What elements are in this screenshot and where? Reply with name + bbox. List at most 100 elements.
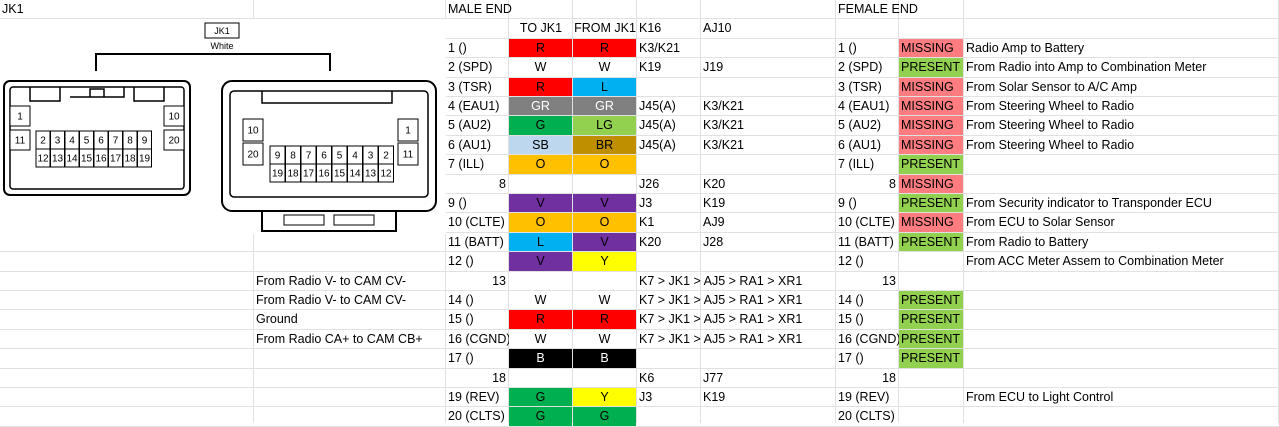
connector-pin-label: 8	[290, 151, 296, 162]
male-ref-a: J3	[639, 196, 653, 210]
male-ref-a: K1	[639, 215, 655, 229]
connector-pin-label: 7	[113, 136, 119, 147]
grid-row-line	[0, 309, 1279, 310]
left-note: From Radio CA+ to CAM CB+	[256, 332, 423, 346]
female-pin: 16 (CGND)	[838, 332, 901, 346]
left-note: From Radio V- to CAM CV-	[256, 274, 407, 288]
connector-pin-label: 1	[17, 112, 23, 123]
female-desc: From Radio to Battery	[966, 235, 1089, 249]
connector-pin-label: 16	[95, 154, 107, 165]
connector-pin-label: 9	[142, 136, 148, 147]
male-pin: 5 (AU2)	[448, 118, 492, 132]
grid-row-line	[0, 290, 1279, 291]
male-ref-a: K6	[639, 371, 655, 385]
wire-to: W	[509, 330, 572, 348]
jk1-title: JK1	[2, 2, 24, 16]
grid-col-line	[508, 0, 509, 423]
male-ref-a: K3/K21	[639, 41, 681, 55]
male-pin: 12 ()	[448, 254, 474, 268]
male-pin: 17 ()	[448, 351, 474, 365]
connector-color: White	[210, 41, 233, 51]
wire-from: R	[573, 310, 636, 329]
wire-to: G	[509, 388, 572, 406]
wire-to: O	[509, 155, 572, 174]
male-pin: 11 (BATT)	[448, 235, 504, 249]
female-desc: From Steering Wheel to Radio	[966, 118, 1135, 132]
connector-pin-label: 2	[383, 151, 389, 162]
wire-to: R	[509, 78, 572, 96]
status-badge: MISSING	[899, 175, 963, 193]
male-title: MALE END	[448, 2, 512, 16]
grid-row-line	[0, 212, 1279, 213]
wire-from: W	[573, 58, 636, 77]
status-badge: PRESENT	[899, 310, 963, 329]
female-pin: 19 (REV)	[838, 390, 890, 404]
grid-col-line	[636, 0, 637, 423]
male-ref-b: K3/K21	[703, 138, 745, 152]
male-ref-a: K20	[639, 235, 662, 249]
male-ref-a: J45(A)	[639, 138, 676, 152]
wire-from: V	[573, 233, 636, 251]
female-pin: 9 ()	[838, 196, 857, 210]
male-ref-b: J28	[703, 235, 724, 249]
connector-pin-label: 12	[37, 154, 49, 165]
male-ref-a: K7 > JK1 > AJ5 > RA1 > XR1	[639, 312, 803, 326]
wire-from: G	[573, 407, 636, 426]
connector-pin-label: 17	[303, 169, 315, 180]
connector-name: JK1	[214, 26, 230, 36]
connector-pin-label: 19	[272, 169, 284, 180]
connector-pin	[397, 118, 419, 142]
male-pin: 15 ()	[448, 312, 474, 326]
female-pin: 12 ()	[838, 254, 864, 268]
wire-to: R	[509, 39, 572, 57]
connector-pin-label: 7	[306, 151, 312, 162]
female-pin: 11 (BATT)	[838, 235, 894, 249]
connector-pin	[242, 142, 264, 166]
female-title: FEMALE END	[838, 2, 918, 16]
male-ref-a: K7 > JK1 > AJ5 > RA1 > XR1	[639, 274, 803, 288]
left-note: From Radio V- to CAM CV-	[256, 293, 407, 307]
female-pin: 13	[882, 274, 896, 288]
connector-pin-label: 3	[368, 151, 374, 162]
connector-pin-label: 16	[318, 169, 330, 180]
wire-to: R	[509, 310, 572, 329]
connector-pin	[9, 129, 31, 151]
status-badge: MISSING	[899, 136, 963, 154]
connector-pin-label: 4	[352, 151, 358, 162]
grid-row-line	[0, 115, 1279, 116]
female-desc: From Steering Wheel to Radio	[966, 99, 1135, 113]
female-desc: From Security indicator to Transponder E…	[966, 196, 1212, 210]
male-pin: 20 (CLTS)	[448, 409, 505, 423]
connector-pin-label: 15	[334, 169, 346, 180]
male-pin: 16 (CGND)	[448, 332, 511, 346]
wire-from: B	[573, 349, 636, 368]
connector-pin	[378, 163, 394, 183]
connector-pin-label: 12	[380, 169, 392, 180]
connector-bracket	[95, 53, 331, 71]
connector-pin-label: 20	[247, 150, 259, 161]
connector-pin-label: 18	[124, 154, 136, 165]
female-pin: 3 (TSR)	[838, 80, 882, 94]
grid-row-line	[0, 348, 1279, 349]
status-badge: PRESENT	[899, 291, 963, 309]
wire-from: BR	[573, 136, 636, 154]
grid-row-line	[0, 271, 1279, 272]
status-badge: PRESENT	[899, 194, 963, 212]
wire-from: W	[573, 291, 636, 309]
female-pin: 8	[889, 177, 896, 191]
male-ref-b: K3/K21	[703, 118, 745, 132]
wire-from: O	[573, 155, 636, 174]
wire-from: V	[573, 194, 636, 212]
wire-from: LG	[573, 116, 636, 135]
female-pin: 2 (SPD)	[838, 60, 883, 74]
connector-pin-label: 6	[98, 136, 104, 147]
wire-from: W	[573, 330, 636, 348]
male-pin: 1 ()	[448, 41, 467, 55]
wire-from: R	[573, 39, 636, 57]
connector-pin-label: 3	[55, 136, 61, 147]
connector-pin-label: 13	[365, 169, 377, 180]
male-ref-a: J3	[639, 390, 653, 404]
